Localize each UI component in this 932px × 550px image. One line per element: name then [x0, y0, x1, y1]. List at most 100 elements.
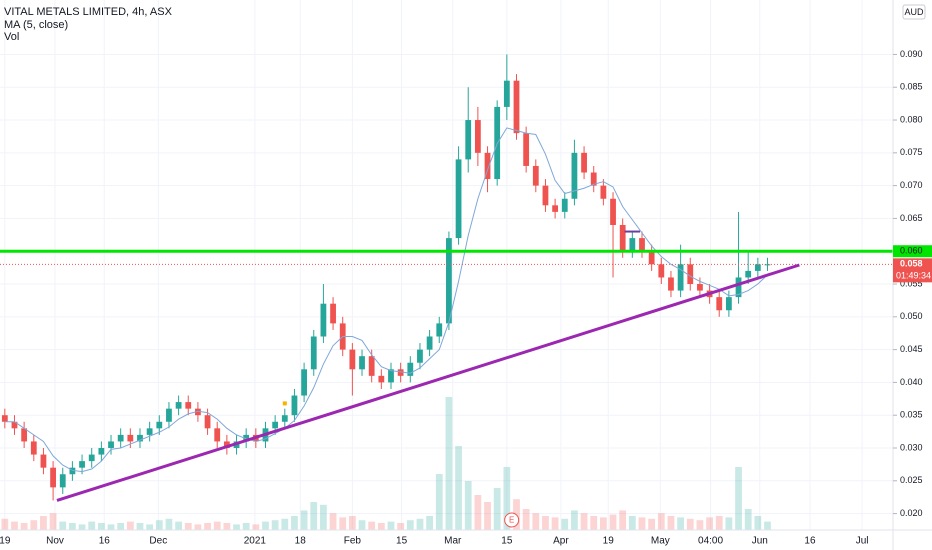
- volume-bar: [725, 517, 733, 530]
- volume-bar: [551, 517, 559, 530]
- volume-bar: [69, 523, 76, 530]
- x-tick-label: Mar: [444, 536, 462, 547]
- x-tick-label: Feb: [344, 536, 362, 547]
- volume-bar: [744, 509, 752, 530]
- volume-bar: [706, 517, 713, 530]
- volume-bar: [213, 521, 221, 530]
- candle-body: [590, 172, 597, 186]
- candle-body: [561, 198, 568, 212]
- y-tick-label: 0.070: [900, 180, 923, 190]
- volume-bar: [561, 518, 569, 530]
- volume-bar: [590, 516, 598, 530]
- candle-body: [455, 159, 462, 239]
- x-tick-label: 15: [396, 536, 408, 547]
- candle-body: [532, 165, 539, 186]
- volume-bar: [735, 467, 742, 530]
- candle-body: [619, 224, 626, 252]
- y-tick-label: 0.030: [900, 442, 923, 452]
- volume-bar: [397, 523, 405, 530]
- candle-body: [745, 270, 752, 278]
- volume-bar: [522, 509, 530, 530]
- ma-line: [4, 127, 768, 473]
- grid: [0, 0, 893, 530]
- volume-bar: [126, 521, 134, 530]
- candle-body: [291, 395, 298, 416]
- event-marker: [504, 512, 520, 528]
- volume-bar: [310, 502, 318, 530]
- volume-bar: [262, 521, 269, 530]
- countdown: 01:49:34: [896, 271, 931, 281]
- volume-bar: [619, 510, 627, 530]
- candle-body: [88, 454, 95, 462]
- y-tick-label: 0.045: [900, 344, 923, 354]
- y-tick-label: 0.090: [900, 49, 923, 59]
- volume-bar: [754, 516, 762, 530]
- volume-bar: [696, 520, 704, 530]
- volume-bar: [368, 521, 376, 530]
- candle-body: [175, 402, 182, 409]
- candle-body: [69, 467, 76, 475]
- volume-bar: [40, 516, 47, 530]
- candle-body: [243, 434, 250, 442]
- candle-body: [98, 448, 105, 455]
- volume-bar: [599, 517, 607, 530]
- volume-bar: [97, 523, 105, 530]
- volume-bar: [648, 518, 656, 530]
- ma-legend: MA (5, close): [4, 19, 68, 31]
- candle-body: [513, 80, 520, 134]
- y-tick-label: 0.075: [900, 147, 923, 157]
- candle-body: [195, 408, 201, 416]
- volume-bar: [223, 523, 231, 530]
- y-tick-label: 0.050: [900, 311, 923, 321]
- candle-body: [571, 152, 578, 199]
- x-tick-label: 19: [0, 536, 11, 547]
- candle-body: [542, 185, 549, 206]
- candle-body: [407, 362, 414, 376]
- axes: 0.020 0.025 0.030 0.035 0.040 0.045 0.050 0.055…: [0, 49, 932, 547]
- volume-bar: [571, 510, 578, 530]
- volume-bar: [628, 516, 636, 530]
- candle-body: [754, 264, 761, 271]
- candle-body: [465, 120, 472, 160]
- candle-body: [117, 434, 124, 442]
- volume-bar: [20, 523, 28, 530]
- candle-body: [417, 349, 423, 363]
- candle-body: [600, 185, 607, 199]
- candle-body: [166, 408, 172, 422]
- candle-body: [349, 349, 356, 370]
- volume-bar: [117, 523, 125, 530]
- volume-bar: [677, 517, 684, 530]
- volume-bar: [445, 397, 453, 530]
- volume-bar: [455, 446, 462, 530]
- candle-body: [397, 369, 404, 376]
- x-tick-label: 19: [603, 536, 615, 547]
- volume-bar: [165, 518, 173, 530]
- candle-body: [137, 434, 143, 442]
- volume-bar: [233, 524, 240, 530]
- candle-body: [40, 454, 47, 468]
- volume-bar: [416, 518, 424, 530]
- candle-body: [725, 297, 732, 311]
- volume-bar: [175, 521, 182, 530]
- volume-bar: [320, 504, 327, 530]
- candle-body: [79, 461, 85, 468]
- candle-body: [21, 428, 28, 442]
- volume-bar: [532, 513, 540, 530]
- volume-bar: [493, 488, 501, 530]
- candle-body: [581, 152, 587, 173]
- x-tick-label: 16: [804, 536, 816, 547]
- candle-body: [610, 198, 616, 225]
- candle-body: [214, 428, 221, 442]
- volume-bar: [406, 520, 414, 530]
- candle-body: [301, 369, 307, 396]
- x-tick-label: 18: [295, 536, 307, 547]
- volume-bar: [155, 520, 163, 530]
- volume-bar: [204, 523, 211, 530]
- x-tick-label: Jul: [856, 536, 869, 547]
- volume-bar: [252, 524, 260, 530]
- candle-body: [30, 441, 37, 455]
- candle-body: [474, 120, 481, 153]
- y-tick-label: 0.020: [900, 508, 923, 518]
